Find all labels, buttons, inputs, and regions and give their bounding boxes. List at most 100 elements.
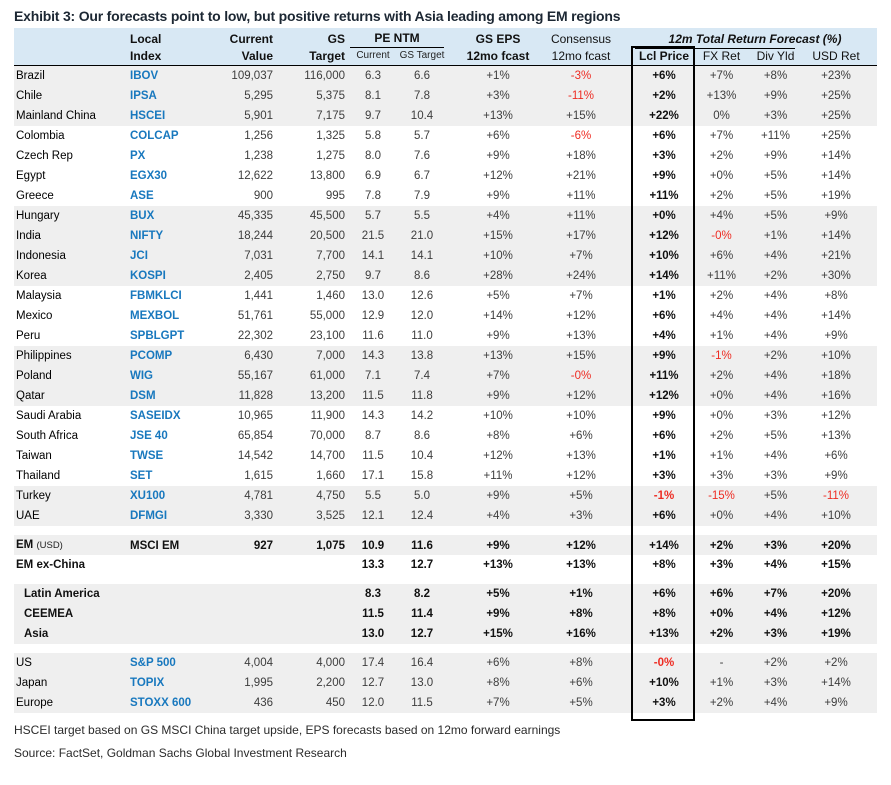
section-gap <box>14 644 877 653</box>
cell-value: 927 <box>253 539 273 552</box>
cell-value: 436 <box>253 697 273 709</box>
cell-pe_cur: 8.0 <box>365 150 381 162</box>
cell-fx: +2% <box>709 150 734 162</box>
cell-pe_cur: 12.0 <box>361 697 385 709</box>
section-gap <box>14 575 877 584</box>
table-row: EM (USD) MSCI EM 927 1,075 10.9 11.6 +9% +12% +1… <box>14 535 877 555</box>
cell-lcl: +6% <box>652 510 676 522</box>
cell-value: 6,430 <box>244 350 273 362</box>
cell-value: 11,828 <box>238 390 273 402</box>
cell-gseps: +4% <box>486 210 510 222</box>
cell-cons: +6% <box>569 677 593 689</box>
cell-div: +2% <box>763 657 788 669</box>
cell-lcl: +6% <box>652 430 676 442</box>
cell-gseps: +1% <box>486 70 510 82</box>
cell-index: EGX30 <box>130 170 168 182</box>
cell-pe_tgt: 14.1 <box>410 250 434 262</box>
cell-value: 65,854 <box>237 430 273 442</box>
header-usd-ret: USD Ret <box>812 49 860 63</box>
cell-cons: +13% <box>566 330 596 342</box>
cell-value: 5,295 <box>244 90 273 102</box>
cell-gseps: +6% <box>486 657 510 669</box>
cell-index: IBOV <box>130 70 159 82</box>
cell-name: Peru <box>16 330 41 342</box>
cell-cons: +8% <box>569 608 593 620</box>
cell-index: XU100 <box>130 490 166 502</box>
table-row: Qatar DSM 11,828 13,200 11.5 11.8 +9% +12% +12% +… <box>14 386 877 406</box>
cell-usd: +25% <box>821 130 851 142</box>
cell-fx: +2% <box>709 290 734 302</box>
cell-target: 450 <box>325 697 345 709</box>
cell-pe_cur: 11.5 <box>362 450 384 462</box>
cell-pe_tgt: 8.2 <box>414 588 430 600</box>
cell-name: Brazil <box>16 70 45 82</box>
cell-pe_tgt: 11.6 <box>411 539 433 552</box>
table-row: Taiwan TWSE 14,542 14,700 11.5 10.4 +12% +13% +1… <box>14 446 877 466</box>
cell-target: 2,200 <box>316 677 345 689</box>
cell-fx: +0% <box>709 170 734 182</box>
cell-target: 13,200 <box>309 390 345 402</box>
header-gs-eps-2: 12mo fcast <box>466 49 530 63</box>
cell-usd: +25% <box>821 110 851 122</box>
cell-target: 116,000 <box>304 70 345 82</box>
cell-value: 1,995 <box>244 677 273 689</box>
cell-lcl: +10% <box>649 677 679 689</box>
cell-fx: +2% <box>709 430 734 442</box>
header-fx-ret: FX Ret <box>702 49 741 63</box>
cell-lcl: +6% <box>652 130 676 142</box>
cell-pe_tgt: 21.0 <box>410 230 434 242</box>
cell-gseps: +5% <box>486 588 510 600</box>
cell-name: Taiwan <box>16 450 52 462</box>
cell-div: +3% <box>763 539 788 552</box>
header-consensus-2: 12mo fcast <box>551 49 611 63</box>
cell-name: EM (USD) <box>16 539 63 551</box>
cell-fx: +0% <box>709 410 734 422</box>
cell-pe_cur: 7.8 <box>365 190 381 202</box>
cell-div: +5% <box>763 190 788 202</box>
table-row: Philippines PCOMP 6,430 7,000 14.3 13.8 +13% +1… <box>14 346 877 366</box>
cell-value: 4,004 <box>244 657 273 669</box>
table-row: Thailand SET 1,615 1,660 17.1 15.8 +11% +12% +3%… <box>14 466 877 486</box>
table-row: South Africa JSE 40 65,854 70,000 8.7 8.6 +8% +… <box>14 426 877 446</box>
cell-name: Mainland China <box>16 110 96 122</box>
cell-index: DSM <box>130 390 156 402</box>
cell-value: 45,335 <box>237 210 273 222</box>
cell-pe_tgt: 8.6 <box>414 270 430 282</box>
cell-pe_cur: 14.3 <box>361 410 385 422</box>
cell-lcl: +2% <box>652 90 676 102</box>
cell-cons: +7% <box>569 290 593 302</box>
cell-cons: +16% <box>566 628 596 640</box>
table-row: Egypt EGX30 12,622 13,800 6.9 6.7 +12% +21% +9% +… <box>14 166 877 186</box>
cell-div: +3% <box>763 677 788 689</box>
cell-pe_tgt: 7.9 <box>414 190 430 202</box>
cell-target: 61,000 <box>309 370 345 382</box>
footnote-source: Source: FactSet, Goldman Sachs Global In… <box>14 746 347 760</box>
cell-usd: +2% <box>824 657 848 669</box>
cell-value: 51,761 <box>237 310 273 322</box>
cell-target: 1,325 <box>316 130 345 142</box>
header-gs-eps: GS EPS <box>475 31 521 46</box>
cell-fx: +0% <box>709 510 734 522</box>
cell-usd: -11% <box>823 490 849 502</box>
cell-usd: +13% <box>821 430 851 442</box>
cell-usd: +12% <box>821 410 851 422</box>
cell-lcl: +3% <box>652 470 676 482</box>
cell-lcl: +12% <box>649 230 679 242</box>
table-row: Korea KOSPI 2,405 2,750 9.7 8.6 +28% +24% +14% +1… <box>14 266 877 286</box>
cell-lcl: +9% <box>652 410 676 422</box>
cell-index: WIG <box>130 370 153 382</box>
cell-fx: - <box>719 657 724 669</box>
cell-target: 995 <box>325 190 345 202</box>
header-trf-group: 12m Total Return Forecast (%) <box>633 30 877 49</box>
cell-target: 4,750 <box>316 490 345 502</box>
cell-usd: +14% <box>821 677 851 689</box>
table-row: Mainland China HSCEI 5,901 7,175 9.7 10.4 +13%… <box>14 106 877 126</box>
cell-gseps: +13% <box>483 350 513 362</box>
cell-index: JSE 40 <box>130 430 168 442</box>
table-row: Colombia COLCAP 1,256 1,325 5.8 5.7 +6% -6% +6% +… <box>14 126 877 146</box>
cell-pe_tgt: 5.5 <box>414 210 430 222</box>
cell-pe_tgt: 7.8 <box>414 90 430 102</box>
cell-gseps: +7% <box>486 370 510 382</box>
cell-index: TOPIX <box>130 677 165 689</box>
cell-cons: +12% <box>566 539 596 552</box>
